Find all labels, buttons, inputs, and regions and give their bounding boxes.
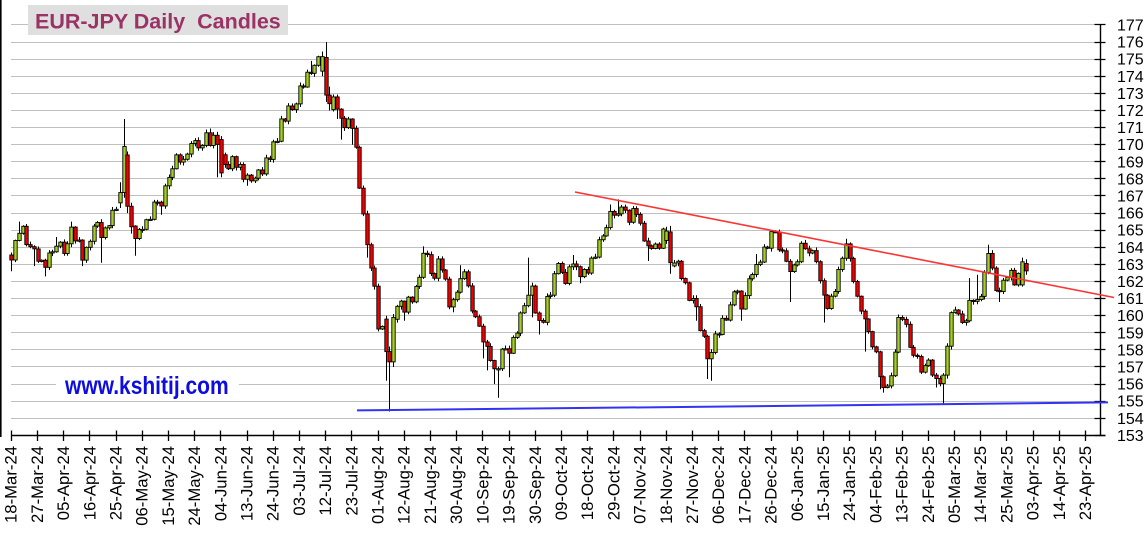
svg-text:29-Oct-24: 29-Oct-24 <box>604 446 623 520</box>
svg-text:23-Apr-25: 23-Apr-25 <box>1076 446 1095 520</box>
svg-text:176: 176 <box>1117 35 1144 52</box>
svg-text:www.kshitij.com: www.kshitij.com <box>64 371 229 399</box>
svg-text:154: 154 <box>1117 411 1144 428</box>
svg-text:12-Jul-24: 12-Jul-24 <box>316 446 335 516</box>
svg-text:163: 163 <box>1117 257 1144 274</box>
svg-text:153: 153 <box>1117 428 1144 445</box>
svg-text:24-Jun-24: 24-Jun-24 <box>264 446 283 521</box>
svg-text:10-Sep-24: 10-Sep-24 <box>473 446 492 524</box>
svg-text:14-Mar-25: 14-Mar-25 <box>971 446 990 523</box>
svg-text:158: 158 <box>1117 342 1144 359</box>
svg-text:166: 166 <box>1117 206 1144 223</box>
svg-text:162: 162 <box>1117 274 1144 291</box>
svg-text:24-Jan-25: 24-Jan-25 <box>840 446 859 521</box>
svg-text:16-Apr-24: 16-Apr-24 <box>80 446 99 520</box>
svg-text:25-Apr-24: 25-Apr-24 <box>107 446 126 520</box>
svg-text:30-Aug-24: 30-Aug-24 <box>447 446 466 524</box>
svg-text:03-Apr-25: 03-Apr-25 <box>1024 446 1043 520</box>
svg-text:13-Jun-24: 13-Jun-24 <box>238 446 257 521</box>
svg-text:01-Aug-24: 01-Aug-24 <box>369 446 388 524</box>
svg-text:27-Mar-24: 27-Mar-24 <box>28 446 47 523</box>
svg-text:161: 161 <box>1117 291 1144 308</box>
svg-text:173: 173 <box>1117 86 1144 103</box>
svg-text:06-Dec-24: 06-Dec-24 <box>709 446 728 524</box>
svg-text:155: 155 <box>1117 394 1144 411</box>
svg-text:23-Jul-24: 23-Jul-24 <box>342 446 361 516</box>
svg-text:05-Mar-25: 05-Mar-25 <box>945 446 964 523</box>
svg-text:19-Sep-24: 19-Sep-24 <box>500 446 519 524</box>
svg-text:18-Oct-24: 18-Oct-24 <box>578 446 597 520</box>
svg-text:168: 168 <box>1117 171 1144 188</box>
svg-text:160: 160 <box>1117 308 1144 325</box>
svg-text:174: 174 <box>1117 69 1144 86</box>
svg-text:15-May-24: 15-May-24 <box>159 446 178 526</box>
svg-text:26-Dec-24: 26-Dec-24 <box>762 446 781 524</box>
svg-text:24-May-24: 24-May-24 <box>185 446 204 526</box>
svg-text:170: 170 <box>1117 137 1144 154</box>
svg-text:30-Sep-24: 30-Sep-24 <box>526 446 545 524</box>
svg-text:175: 175 <box>1117 52 1144 69</box>
svg-text:04-Jun-24: 04-Jun-24 <box>211 446 230 521</box>
svg-text:177: 177 <box>1117 18 1144 35</box>
svg-text:169: 169 <box>1117 154 1144 171</box>
svg-text:157: 157 <box>1117 360 1144 377</box>
svg-text:12-Aug-24: 12-Aug-24 <box>395 446 414 524</box>
svg-text:18-Mar-24: 18-Mar-24 <box>2 446 21 523</box>
svg-text:03-Jul-24: 03-Jul-24 <box>290 446 309 516</box>
svg-text:27-Nov-24: 27-Nov-24 <box>683 446 702 524</box>
svg-text:04-Feb-25: 04-Feb-25 <box>866 446 885 523</box>
svg-text:156: 156 <box>1117 377 1144 394</box>
svg-text:171: 171 <box>1117 120 1144 137</box>
svg-text:05-Apr-24: 05-Apr-24 <box>54 446 73 520</box>
svg-text:09-Oct-24: 09-Oct-24 <box>552 446 571 520</box>
svg-text:06-May-24: 06-May-24 <box>133 446 152 526</box>
svg-text:07-Nov-24: 07-Nov-24 <box>631 446 650 524</box>
svg-text:14-Apr-25: 14-Apr-25 <box>1050 446 1069 520</box>
svg-text:159: 159 <box>1117 325 1144 342</box>
svg-text:18-Nov-24: 18-Nov-24 <box>657 446 676 524</box>
svg-text:15-Jan-25: 15-Jan-25 <box>814 446 833 521</box>
svg-text:EUR-JPY Daily Candles: EUR-JPY Daily Candles <box>35 10 281 34</box>
svg-text:165: 165 <box>1117 223 1144 240</box>
svg-text:06-Jan-25: 06-Jan-25 <box>788 446 807 521</box>
svg-text:167: 167 <box>1117 189 1144 206</box>
svg-text:25-Mar-25: 25-Mar-25 <box>997 446 1016 523</box>
svg-text:13-Feb-25: 13-Feb-25 <box>893 446 912 523</box>
svg-text:164: 164 <box>1117 240 1144 257</box>
svg-text:24-Feb-25: 24-Feb-25 <box>919 446 938 523</box>
svg-text:172: 172 <box>1117 103 1144 120</box>
svg-text:17-Dec-24: 17-Dec-24 <box>735 446 754 524</box>
svg-text:21-Aug-24: 21-Aug-24 <box>421 446 440 524</box>
